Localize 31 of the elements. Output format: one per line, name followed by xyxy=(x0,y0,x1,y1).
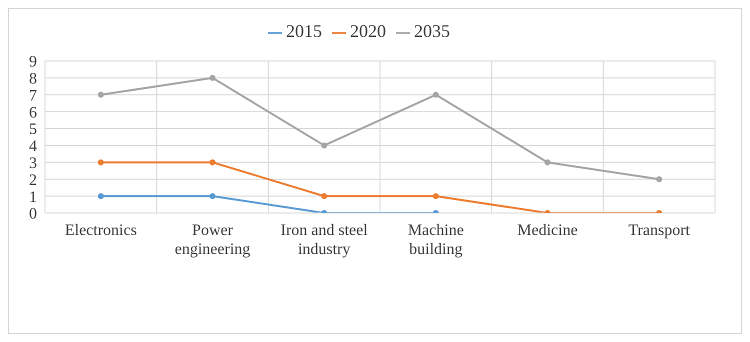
x-tick-label: Transport xyxy=(628,222,691,239)
y-tick-label: 5 xyxy=(29,121,37,138)
y-tick-label: 9 xyxy=(29,54,37,71)
point xyxy=(210,193,216,200)
y-tick-label: 4 xyxy=(29,138,37,156)
point xyxy=(98,159,104,166)
point xyxy=(321,193,328,200)
point xyxy=(544,159,550,166)
point xyxy=(432,92,439,98)
point xyxy=(98,193,104,200)
point xyxy=(321,142,328,148)
y-tick-label: 1 xyxy=(29,188,37,206)
y-tick-label: 0 xyxy=(29,206,37,223)
y-tick-label: 7 xyxy=(29,87,37,104)
legend-label: 2015 xyxy=(286,21,322,41)
legend-label: 2035 xyxy=(414,21,450,41)
point xyxy=(210,159,216,166)
point xyxy=(656,176,662,182)
point xyxy=(432,193,439,200)
y-tick-label: 8 xyxy=(29,70,37,88)
x-tick-label: Power engineering xyxy=(174,222,250,258)
x-tick-label: Electronics xyxy=(64,222,137,239)
y-tick-label: 2 xyxy=(29,172,37,189)
point xyxy=(98,92,104,98)
x-tick-label: Medicine xyxy=(517,222,578,239)
y-tick-label: 6 xyxy=(29,104,37,122)
legend-label: 2020 xyxy=(350,21,386,41)
point xyxy=(210,74,216,81)
x-tick-label: Iron and steel industry xyxy=(280,222,368,258)
x-tick-label: Machine building xyxy=(408,222,464,258)
y-tick-label: 3 xyxy=(29,155,37,172)
